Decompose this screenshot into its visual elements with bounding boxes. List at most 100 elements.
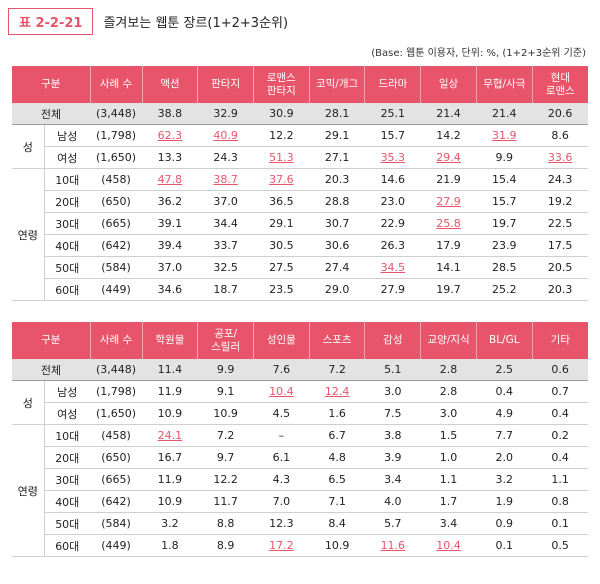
value-cell: 16.7	[142, 446, 198, 469]
sample-size-cell: (1,650)	[90, 402, 143, 425]
value-cell: 9.1	[197, 380, 254, 403]
row-label: 전체	[12, 103, 91, 125]
column-header: 감성	[364, 322, 421, 359]
column-header: 일상	[420, 66, 477, 103]
value-cell: 7.6	[253, 359, 310, 381]
value-cell: 2.0	[476, 446, 533, 469]
value-cell: 37.0	[142, 256, 198, 279]
row-label: 40대	[44, 234, 91, 257]
value-cell: 1.6	[309, 402, 365, 425]
value-cell: 0.1	[532, 512, 588, 535]
value-cell: 12.2	[197, 468, 254, 491]
value-cell: 6.5	[309, 468, 365, 491]
value-cell: 1.5	[420, 424, 477, 447]
value-cell: 20.3	[532, 278, 588, 301]
table-row: 20대 (650) 36.2 37.0 36.5 28.8 23.0 27.9 15.7 19.2	[12, 190, 588, 213]
value-cell: 8.8	[197, 512, 254, 535]
value-cell: 31.9	[476, 124, 533, 147]
column-header: 사례 수	[89, 322, 143, 359]
value-cell: 32.9	[197, 103, 254, 125]
value-cell: 39.4	[142, 234, 198, 257]
value-cell: 23.5	[253, 278, 310, 301]
value-cell: 30.7	[309, 212, 365, 235]
row-label: 남성	[44, 380, 91, 403]
value-cell: 15.7	[364, 124, 421, 147]
value-cell: 0.5	[532, 534, 588, 557]
value-cell: 0.4	[532, 446, 588, 469]
column-header: 스포츠	[308, 322, 365, 359]
value-cell: 27.9	[420, 190, 477, 213]
value-cell: 10.9	[197, 402, 254, 425]
value-cell: 0.1	[476, 534, 533, 557]
value-cell: 8.9	[197, 534, 254, 557]
value-cell: 5.1	[364, 359, 421, 381]
column-header: 기타	[531, 322, 588, 359]
base-note: (Base: 웹툰 이용자, 단위: %, (1+2+3순위 기준)	[371, 48, 586, 59]
table-row: 20대 (650) 16.7 9.7 6.1 4.8 3.9 1.0 2.0 0.4	[12, 446, 588, 469]
value-cell: 13.3	[142, 146, 198, 169]
table-row: 여성 (1,650) 13.3 24.3 51.3 27.1 35.3 29.4 9.9 33.6	[12, 146, 588, 169]
value-cell: 3.4	[420, 512, 477, 535]
column-header: 현대 로맨스	[531, 66, 588, 103]
value-cell: 3.9	[364, 446, 421, 469]
value-cell: 34.4	[197, 212, 254, 235]
sample-size-cell: (3,448)	[90, 103, 143, 125]
value-cell: 4.9	[476, 402, 533, 425]
value-cell: 17.5	[532, 234, 588, 257]
value-cell: 8.6	[532, 124, 588, 147]
value-cell: 20.3	[309, 168, 365, 191]
value-cell: 39.1	[142, 212, 198, 235]
value-cell: 30.6	[309, 234, 365, 257]
value-cell: 32.5	[197, 256, 254, 279]
value-cell: 27.1	[309, 146, 365, 169]
value-cell: 29.4	[420, 146, 477, 169]
sample-size-cell: (584)	[90, 256, 143, 279]
value-cell: 4.5	[253, 402, 310, 425]
value-cell: 18.7	[197, 278, 254, 301]
value-cell: 22.9	[364, 212, 421, 235]
value-cell: 12.3	[253, 512, 310, 535]
value-cell: 24.1	[142, 424, 198, 447]
value-cell: 33.7	[197, 234, 254, 257]
sample-size-cell: (1,798)	[90, 124, 143, 147]
value-cell: 15.4	[476, 168, 533, 191]
table-number-label: 표 2-2-21	[8, 7, 94, 35]
row-label: 60대	[44, 278, 91, 301]
table-row: 60대 (449) 1.8 8.9 17.2 10.9 11.6 10.4 0.1 0.5	[12, 534, 588, 557]
value-cell: 51.3	[253, 146, 310, 169]
column-header: 로맨스 판타지	[252, 66, 310, 103]
value-cell: 2.5	[476, 359, 533, 381]
value-cell: 0.8	[532, 490, 588, 513]
sample-size-cell: (665)	[90, 468, 143, 491]
value-cell: 21.9	[420, 168, 477, 191]
value-cell: 4.3	[253, 468, 310, 491]
value-cell: 36.5	[253, 190, 310, 213]
value-cell: 5.7	[364, 512, 421, 535]
value-cell: 24.3	[532, 168, 588, 191]
value-cell: 34.5	[364, 256, 421, 279]
column-header: 액션	[141, 66, 198, 103]
sample-size-cell: (665)	[90, 212, 143, 235]
value-cell: 30.9	[253, 103, 310, 125]
value-cell: 40.9	[197, 124, 254, 147]
row-group-label: 연령	[12, 424, 45, 557]
value-cell: 10.9	[309, 534, 365, 557]
value-cell: 38.7	[197, 168, 254, 191]
value-cell: 11.4	[142, 359, 198, 381]
sample-size-cell: (458)	[90, 168, 143, 191]
genre-table-1: 구분 사례 수 액션 판타지 로맨스 판타지 코믹/개그 드라마 일상 무협/사극 현대 로맨스 전체…	[12, 66, 588, 301]
value-cell: 37.0	[197, 190, 254, 213]
value-cell: 30.5	[253, 234, 310, 257]
value-cell: 17.9	[420, 234, 477, 257]
value-cell: 11.6	[364, 534, 421, 557]
value-cell: 3.8	[364, 424, 421, 447]
table-row: 40대 (642) 10.9 11.7 7.0 7.1 4.0 1.7 1.9 0.8	[12, 490, 588, 513]
value-cell: 4.0	[364, 490, 421, 513]
table-row: 연령 10대 (458) 47.8 38.7 37.6 20.3 14.6 21.9 15.4 24…	[12, 168, 588, 301]
value-cell: 7.2	[309, 359, 365, 381]
value-cell: 9.9	[197, 359, 254, 381]
row-label: 50대	[44, 256, 91, 279]
table-row: 40대 (642) 39.4 33.7 30.5 30.6 26.3 17.9 23.9 17.5	[12, 234, 588, 257]
sample-size-cell: (449)	[90, 278, 143, 301]
row-group-label: 연령	[12, 168, 45, 301]
